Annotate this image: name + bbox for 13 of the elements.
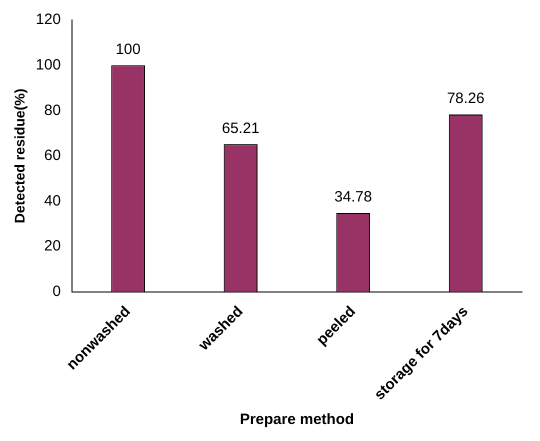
- y-tick-label: 120: [36, 11, 61, 28]
- y-tick-label: 60: [44, 147, 61, 164]
- data-label: 100: [116, 40, 141, 58]
- y-tick-label: 0: [52, 282, 61, 300]
- y-axis-title: Detected residue(%): [11, 88, 28, 224]
- y-tick-label: 20: [44, 238, 61, 255]
- y-tick-label: 80: [44, 102, 61, 119]
- y-tick-label: 40: [44, 192, 61, 210]
- y-tick-label: 100: [36, 56, 61, 74]
- data-label: 65.21: [222, 120, 260, 137]
- data-label: 34.78: [334, 188, 372, 206]
- data-label: 78.26: [446, 90, 484, 108]
- x-axis-title: Prepare method: [240, 411, 354, 428]
